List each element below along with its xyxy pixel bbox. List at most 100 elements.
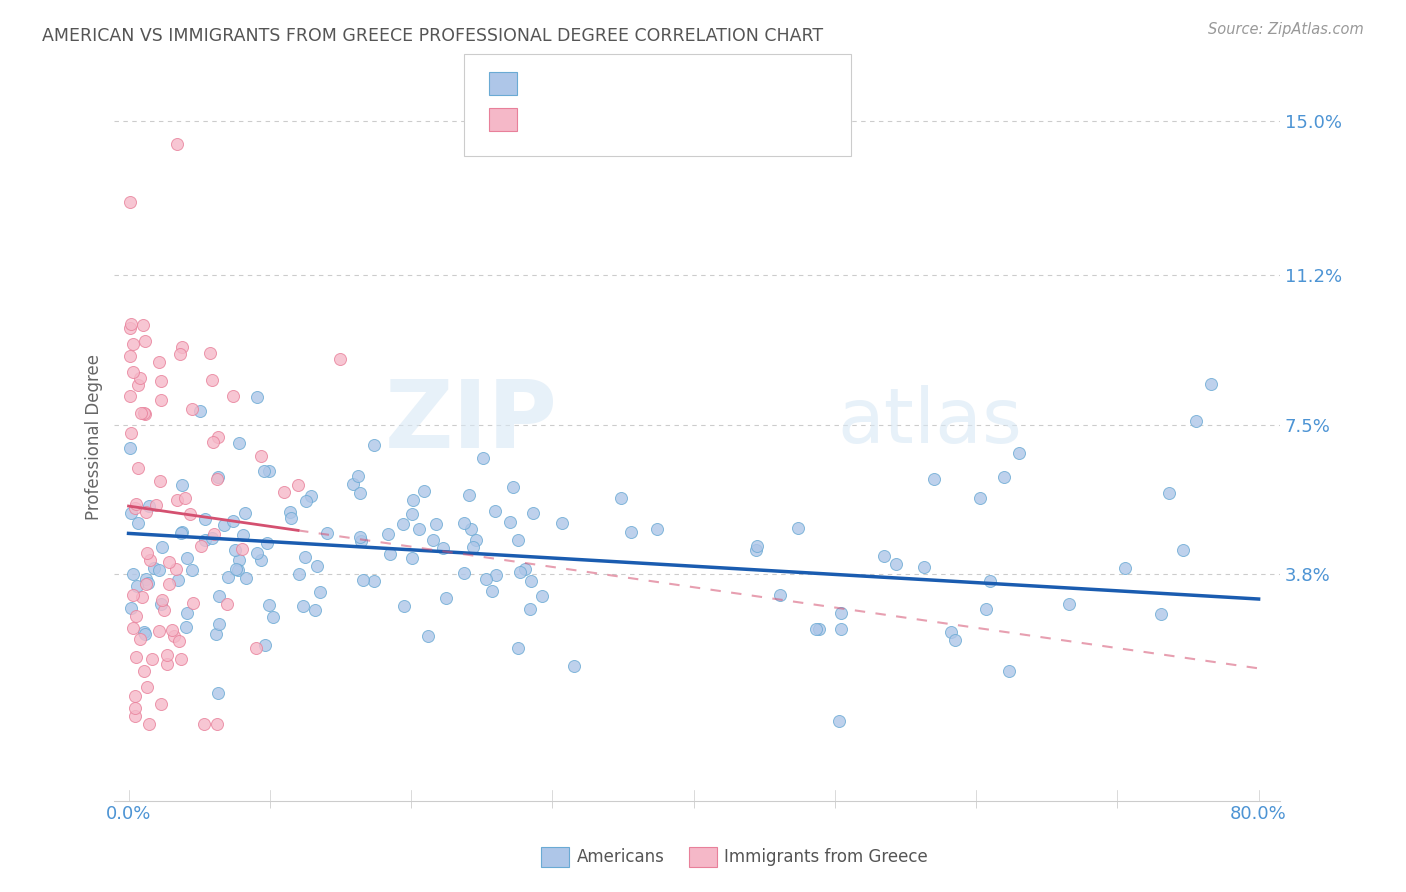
Point (425, 516, 447, 531)
Point (198, 345, 221, 359)
Point (135, 576, 157, 591)
Point (128, 371, 150, 385)
Point (217, 570, 239, 584)
Text: R =: R = (527, 74, 567, 92)
Point (169, 347, 191, 361)
Point (172, 340, 194, 354)
Point (156, 657, 179, 672)
Point (201, 372, 224, 386)
Point (157, 577, 180, 591)
Point (262, 610, 284, 624)
Text: -0.046: -0.046 (574, 110, 638, 128)
Point (294, 493, 316, 508)
Point (453, 566, 475, 580)
Point (610, 491, 633, 505)
Point (1184, 414, 1206, 428)
Point (194, 533, 217, 547)
Text: N =: N = (661, 74, 700, 92)
Point (136, 546, 159, 560)
Point (392, 599, 415, 613)
Point (131, 318, 153, 332)
Point (922, 471, 945, 485)
Point (513, 562, 536, 576)
Point (202, 435, 225, 450)
Point (120, 425, 142, 440)
Point (124, 689, 146, 703)
Point (169, 526, 191, 541)
Point (231, 542, 253, 557)
Point (499, 516, 522, 530)
Point (148, 624, 170, 638)
Point (249, 449, 271, 463)
Point (138, 716, 160, 731)
Point (453, 516, 475, 531)
Point (329, 352, 352, 367)
Point (194, 512, 217, 526)
Point (402, 492, 425, 507)
Point (148, 354, 170, 368)
Point (259, 465, 281, 479)
Point (246, 546, 269, 560)
Point (128, 632, 150, 646)
Point (207, 470, 229, 484)
Point (165, 561, 187, 575)
Point (208, 617, 231, 632)
Point (1150, 607, 1173, 622)
Point (207, 686, 229, 700)
Point (1157, 486, 1180, 500)
Point (120, 601, 142, 615)
Point (150, 540, 173, 554)
Text: 78: 78 (707, 110, 733, 128)
Point (484, 504, 506, 518)
Point (377, 527, 399, 541)
Point (136, 575, 159, 590)
Point (148, 563, 170, 577)
Point (162, 624, 184, 638)
Point (747, 539, 769, 553)
Point (254, 638, 277, 652)
Point (176, 607, 198, 621)
Point (207, 430, 229, 444)
Point (134, 407, 156, 421)
Point (135, 680, 157, 694)
Point (463, 541, 485, 555)
Point (134, 626, 156, 640)
Point (205, 472, 228, 486)
Point (166, 492, 188, 507)
Point (174, 491, 197, 506)
Point (342, 476, 364, 491)
Point (152, 603, 174, 617)
Point (522, 506, 544, 520)
Point (131, 590, 153, 604)
Point (939, 624, 962, 639)
Point (127, 377, 149, 392)
Point (125, 497, 148, 511)
Point (392, 516, 415, 531)
Point (828, 714, 851, 728)
Point (257, 598, 280, 612)
Point (520, 574, 543, 588)
Point (235, 571, 257, 585)
Point (150, 593, 173, 607)
Point (180, 401, 202, 416)
Point (132, 406, 155, 420)
Point (316, 526, 339, 541)
Point (138, 500, 160, 514)
Point (873, 549, 896, 563)
Point (475, 572, 498, 586)
Text: 139: 139 (707, 74, 745, 92)
Point (176, 550, 198, 565)
Point (134, 334, 156, 349)
Point (145, 498, 167, 512)
Point (993, 470, 1015, 484)
Point (884, 557, 907, 571)
Point (363, 574, 385, 589)
Point (408, 523, 430, 537)
Point (180, 563, 202, 577)
Point (226, 563, 249, 577)
Point (481, 584, 503, 599)
Point (170, 652, 193, 666)
Point (124, 700, 146, 714)
Point (804, 622, 827, 636)
Point (118, 320, 141, 334)
